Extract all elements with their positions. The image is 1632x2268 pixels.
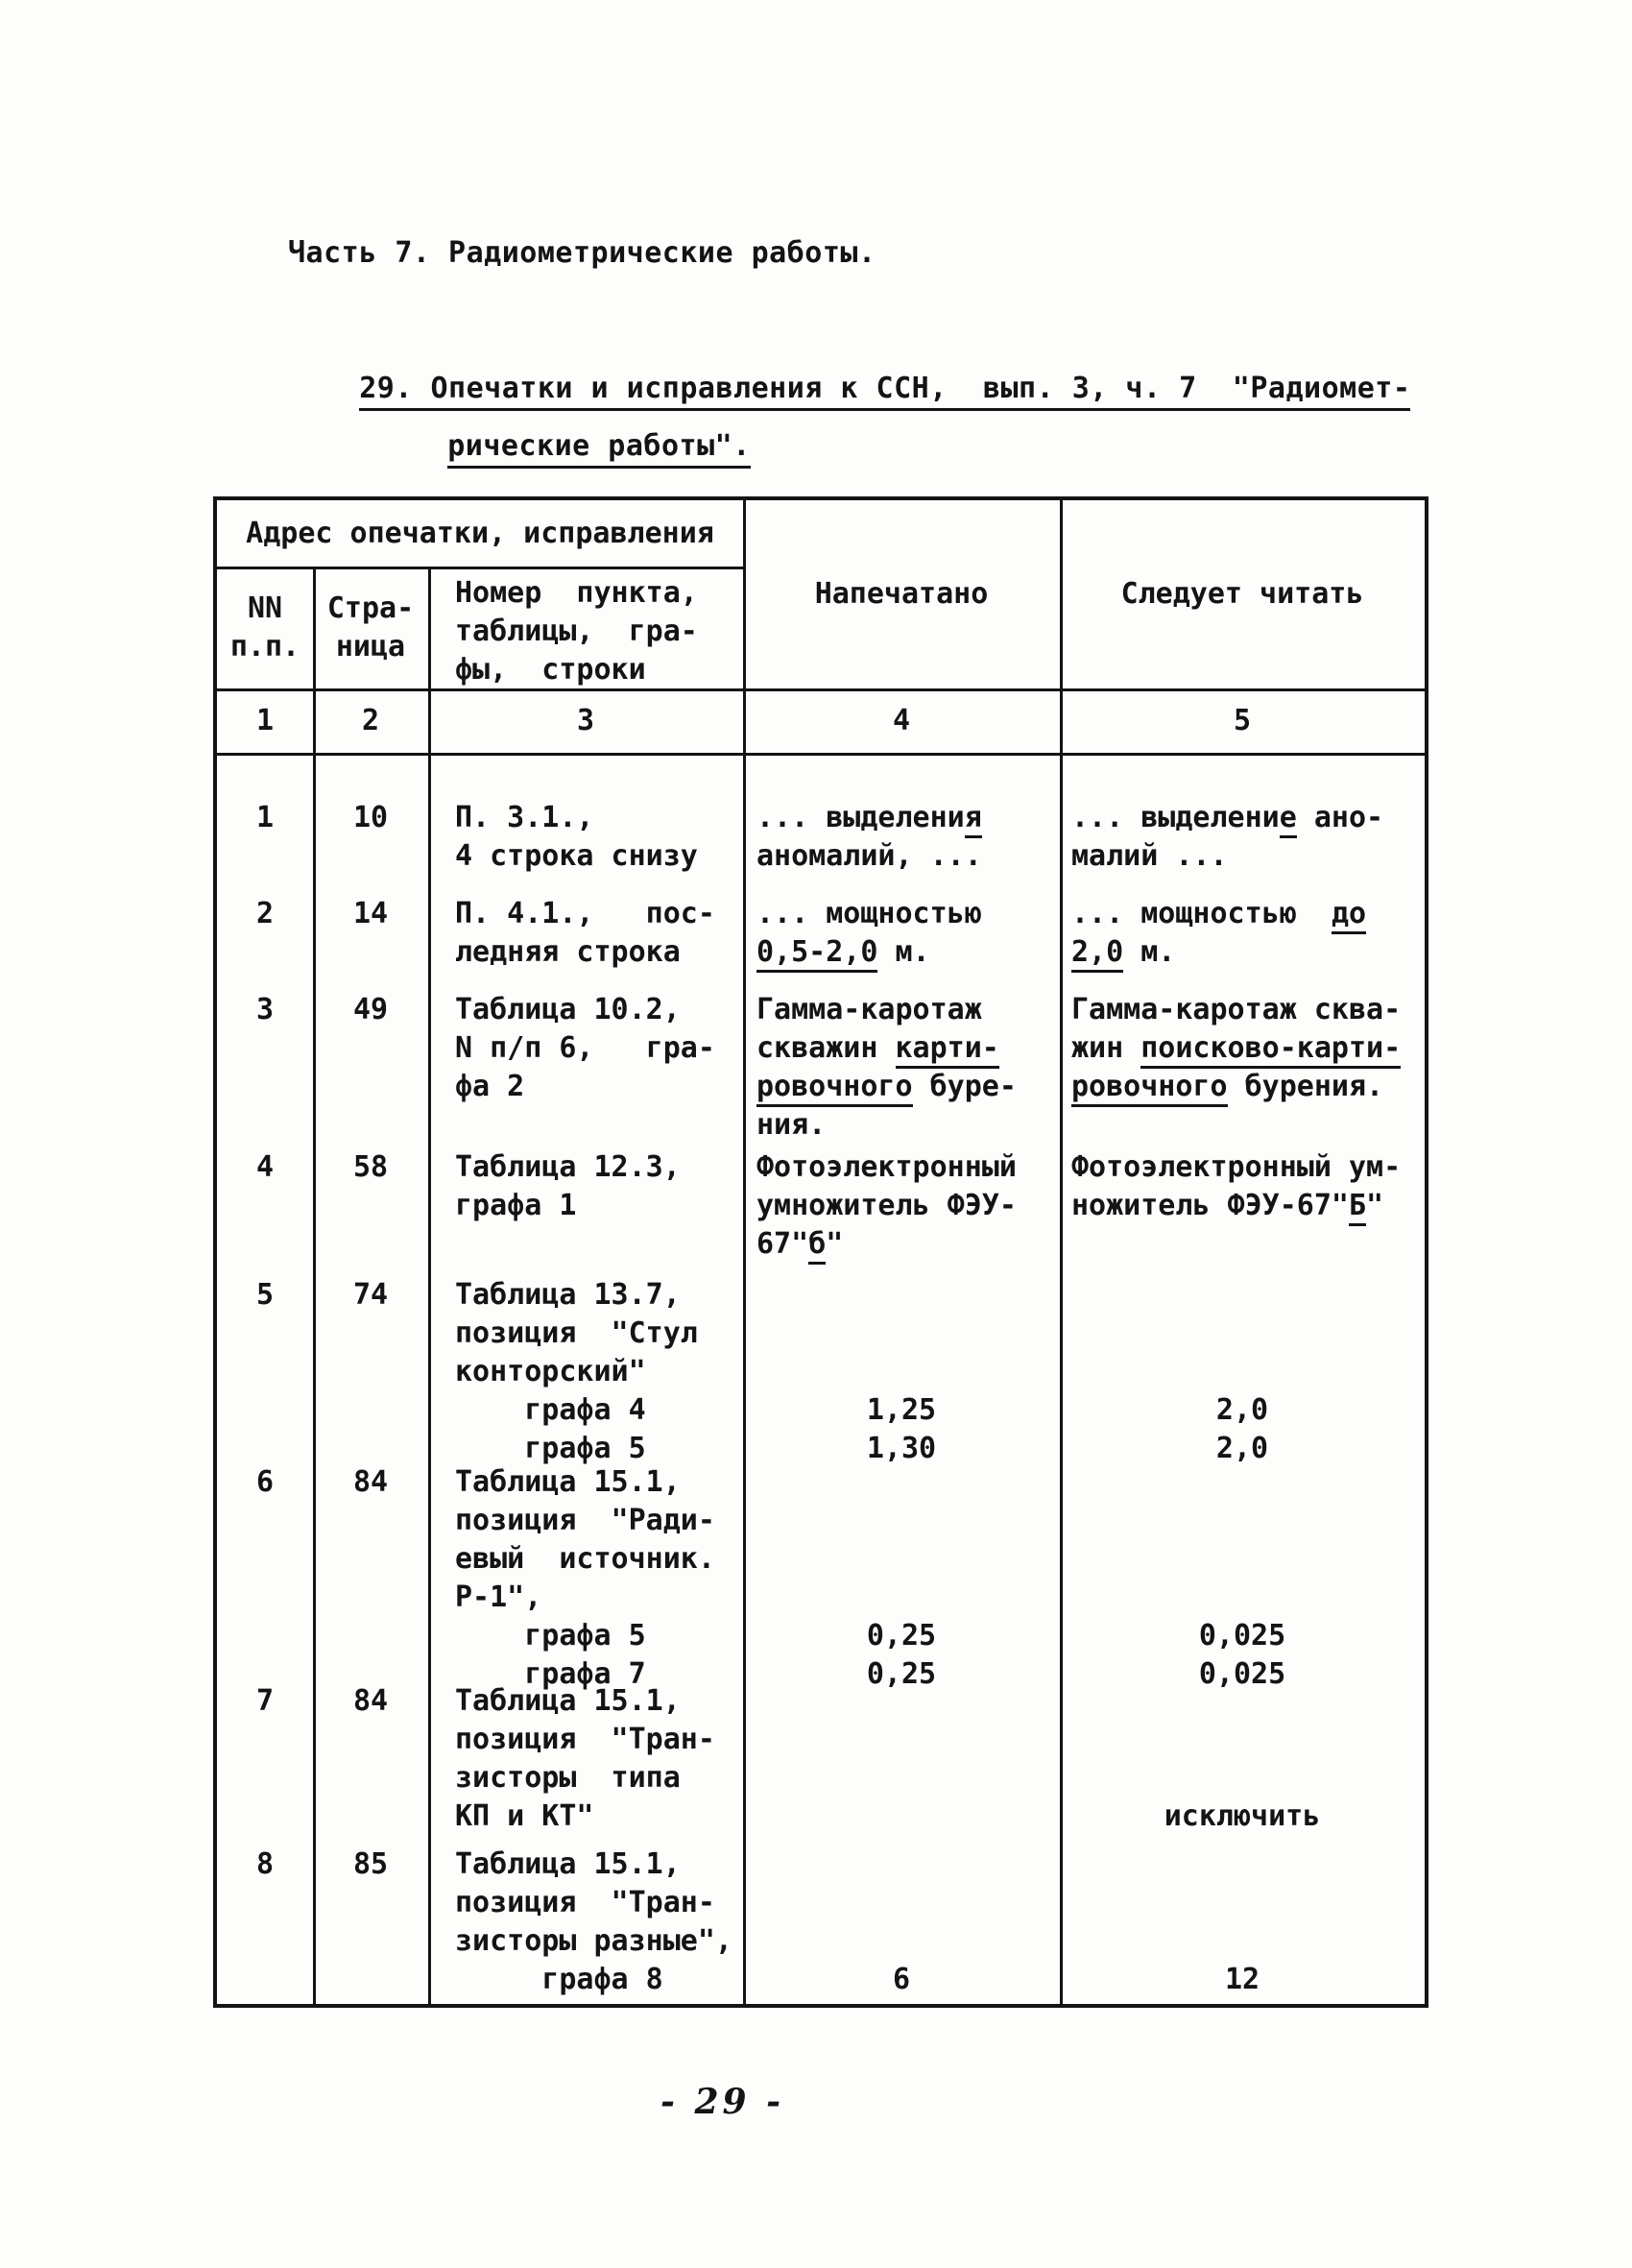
- cell-page: 49: [352, 993, 389, 1026]
- cell-page: 58: [352, 1150, 389, 1184]
- cell-row-number: 2: [255, 897, 275, 930]
- cell-printed: Гамма-каротаж скважин карти-ровочного бур…: [756, 993, 1017, 1142]
- cell-should-read: 0,025 0,025: [1198, 1619, 1286, 1691]
- cell-item-address: Таблица 10.2, N п/п 6, гра-фа 2: [455, 993, 715, 1103]
- column-number: 4: [892, 703, 911, 737]
- errata-table: Адрес опечатки, исправления NN п.п. Стра…: [213, 496, 1428, 2008]
- cell-row-number: 3: [255, 993, 275, 1026]
- cell-should-read: ... выделение ано-малий ...: [1071, 801, 1384, 873]
- table-divider: [428, 567, 431, 2004]
- column-number: 1: [255, 703, 275, 737]
- cell-page: 74: [352, 1278, 389, 1312]
- cell-item-address: П. 3.1., 4 строка снизу: [455, 801, 698, 873]
- table-divider: [217, 567, 746, 569]
- cell-should-read: Гамма-каротаж сква-жин поисково-карти-ро…: [1060, 991, 1425, 1107]
- cell-item-address: Таблица 13.7, позиция "Стул конторский" гр…: [455, 1278, 698, 1465]
- cell-page: 84: [352, 1465, 389, 1499]
- cell-row-number: 8: [255, 1847, 275, 1881]
- cell-printed: 1,25 1,30: [866, 1393, 937, 1465]
- cell-page: 14: [352, 897, 389, 930]
- cell-page: 10: [352, 801, 389, 834]
- cell-should-read: ... мощностью до 2,0 м.: [1060, 895, 1425, 973]
- cell-item-address: Таблица 15.1, позиция "Ради-евый источник…: [455, 1465, 715, 1691]
- column-number: 5: [1233, 703, 1252, 737]
- cell-row-number: 7: [255, 1684, 275, 1718]
- cell-printed: 0,25 0,25: [866, 1619, 937, 1691]
- header-should-read: Следует читать: [1120, 577, 1364, 611]
- cell-printed: Фотоэлектронный умножитель ФЭУ- 67"б": [743, 1148, 1060, 1265]
- header-address-merged: Адрес опечатки, исправления: [246, 516, 714, 550]
- cell-page: 85: [352, 1847, 389, 1881]
- page-number: - 29 -: [660, 2082, 785, 2122]
- column-number: 2: [361, 703, 380, 737]
- cell-item-address: Таблица 15.1, позиция "Тран-зисторы типа К…: [455, 1684, 715, 1833]
- part-title: Часть 7. Радиометрические работы.: [288, 236, 876, 270]
- cell-printed: 6: [892, 1963, 911, 1996]
- cell-should-read: исключить: [1164, 1799, 1321, 1833]
- cell-item-address: П. 4.1., пос-ледняя строка: [455, 897, 715, 969]
- cell-printed: ... мощностью 0,5-2,0 м.: [743, 895, 1060, 973]
- header-row-number: NN п.п.: [229, 591, 300, 664]
- column-number: 3: [576, 703, 595, 737]
- table-divider: [743, 500, 746, 2004]
- cell-row-number: 4: [255, 1150, 275, 1184]
- cell-row-number: 1: [255, 801, 275, 834]
- cell-item-address: Таблица 15.1, позиция "Тран-зисторы разны…: [455, 1847, 732, 1996]
- cell-row-number: 6: [255, 1465, 275, 1499]
- cell-item-address: Таблица 12.3, графа 1: [455, 1150, 681, 1222]
- section-heading-line2: рические работы".: [376, 396, 751, 496]
- table-divider: [1060, 500, 1063, 2004]
- cell-should-read: 2,0 2,0: [1215, 1393, 1269, 1465]
- header-printed: Напечатано: [814, 577, 989, 611]
- cell-page: 84: [352, 1684, 389, 1718]
- table-body: 1 10 П. 3.1., 4 строка снизу ... выделения ан…: [217, 753, 1425, 2004]
- section-heading-line1: 29. Опечатки и исправления к ССН, вып. 3…: [288, 338, 1411, 439]
- header-item-address: Номер пункта, таблицы, гра- фы, строки: [455, 576, 698, 687]
- table-divider: [217, 688, 1425, 691]
- cell-row-number: 5: [255, 1278, 275, 1312]
- table-divider: [313, 567, 316, 2004]
- cell-should-read: 12: [1224, 1963, 1260, 1996]
- cell-should-read: Фотоэлектронный ум-ножитель ФЭУ-67"Б": [1060, 1148, 1425, 1226]
- cell-printed: ... выделения аномалий, ...: [756, 801, 982, 873]
- header-page: Стра- ница: [326, 591, 415, 664]
- table-divider: [217, 753, 1425, 756]
